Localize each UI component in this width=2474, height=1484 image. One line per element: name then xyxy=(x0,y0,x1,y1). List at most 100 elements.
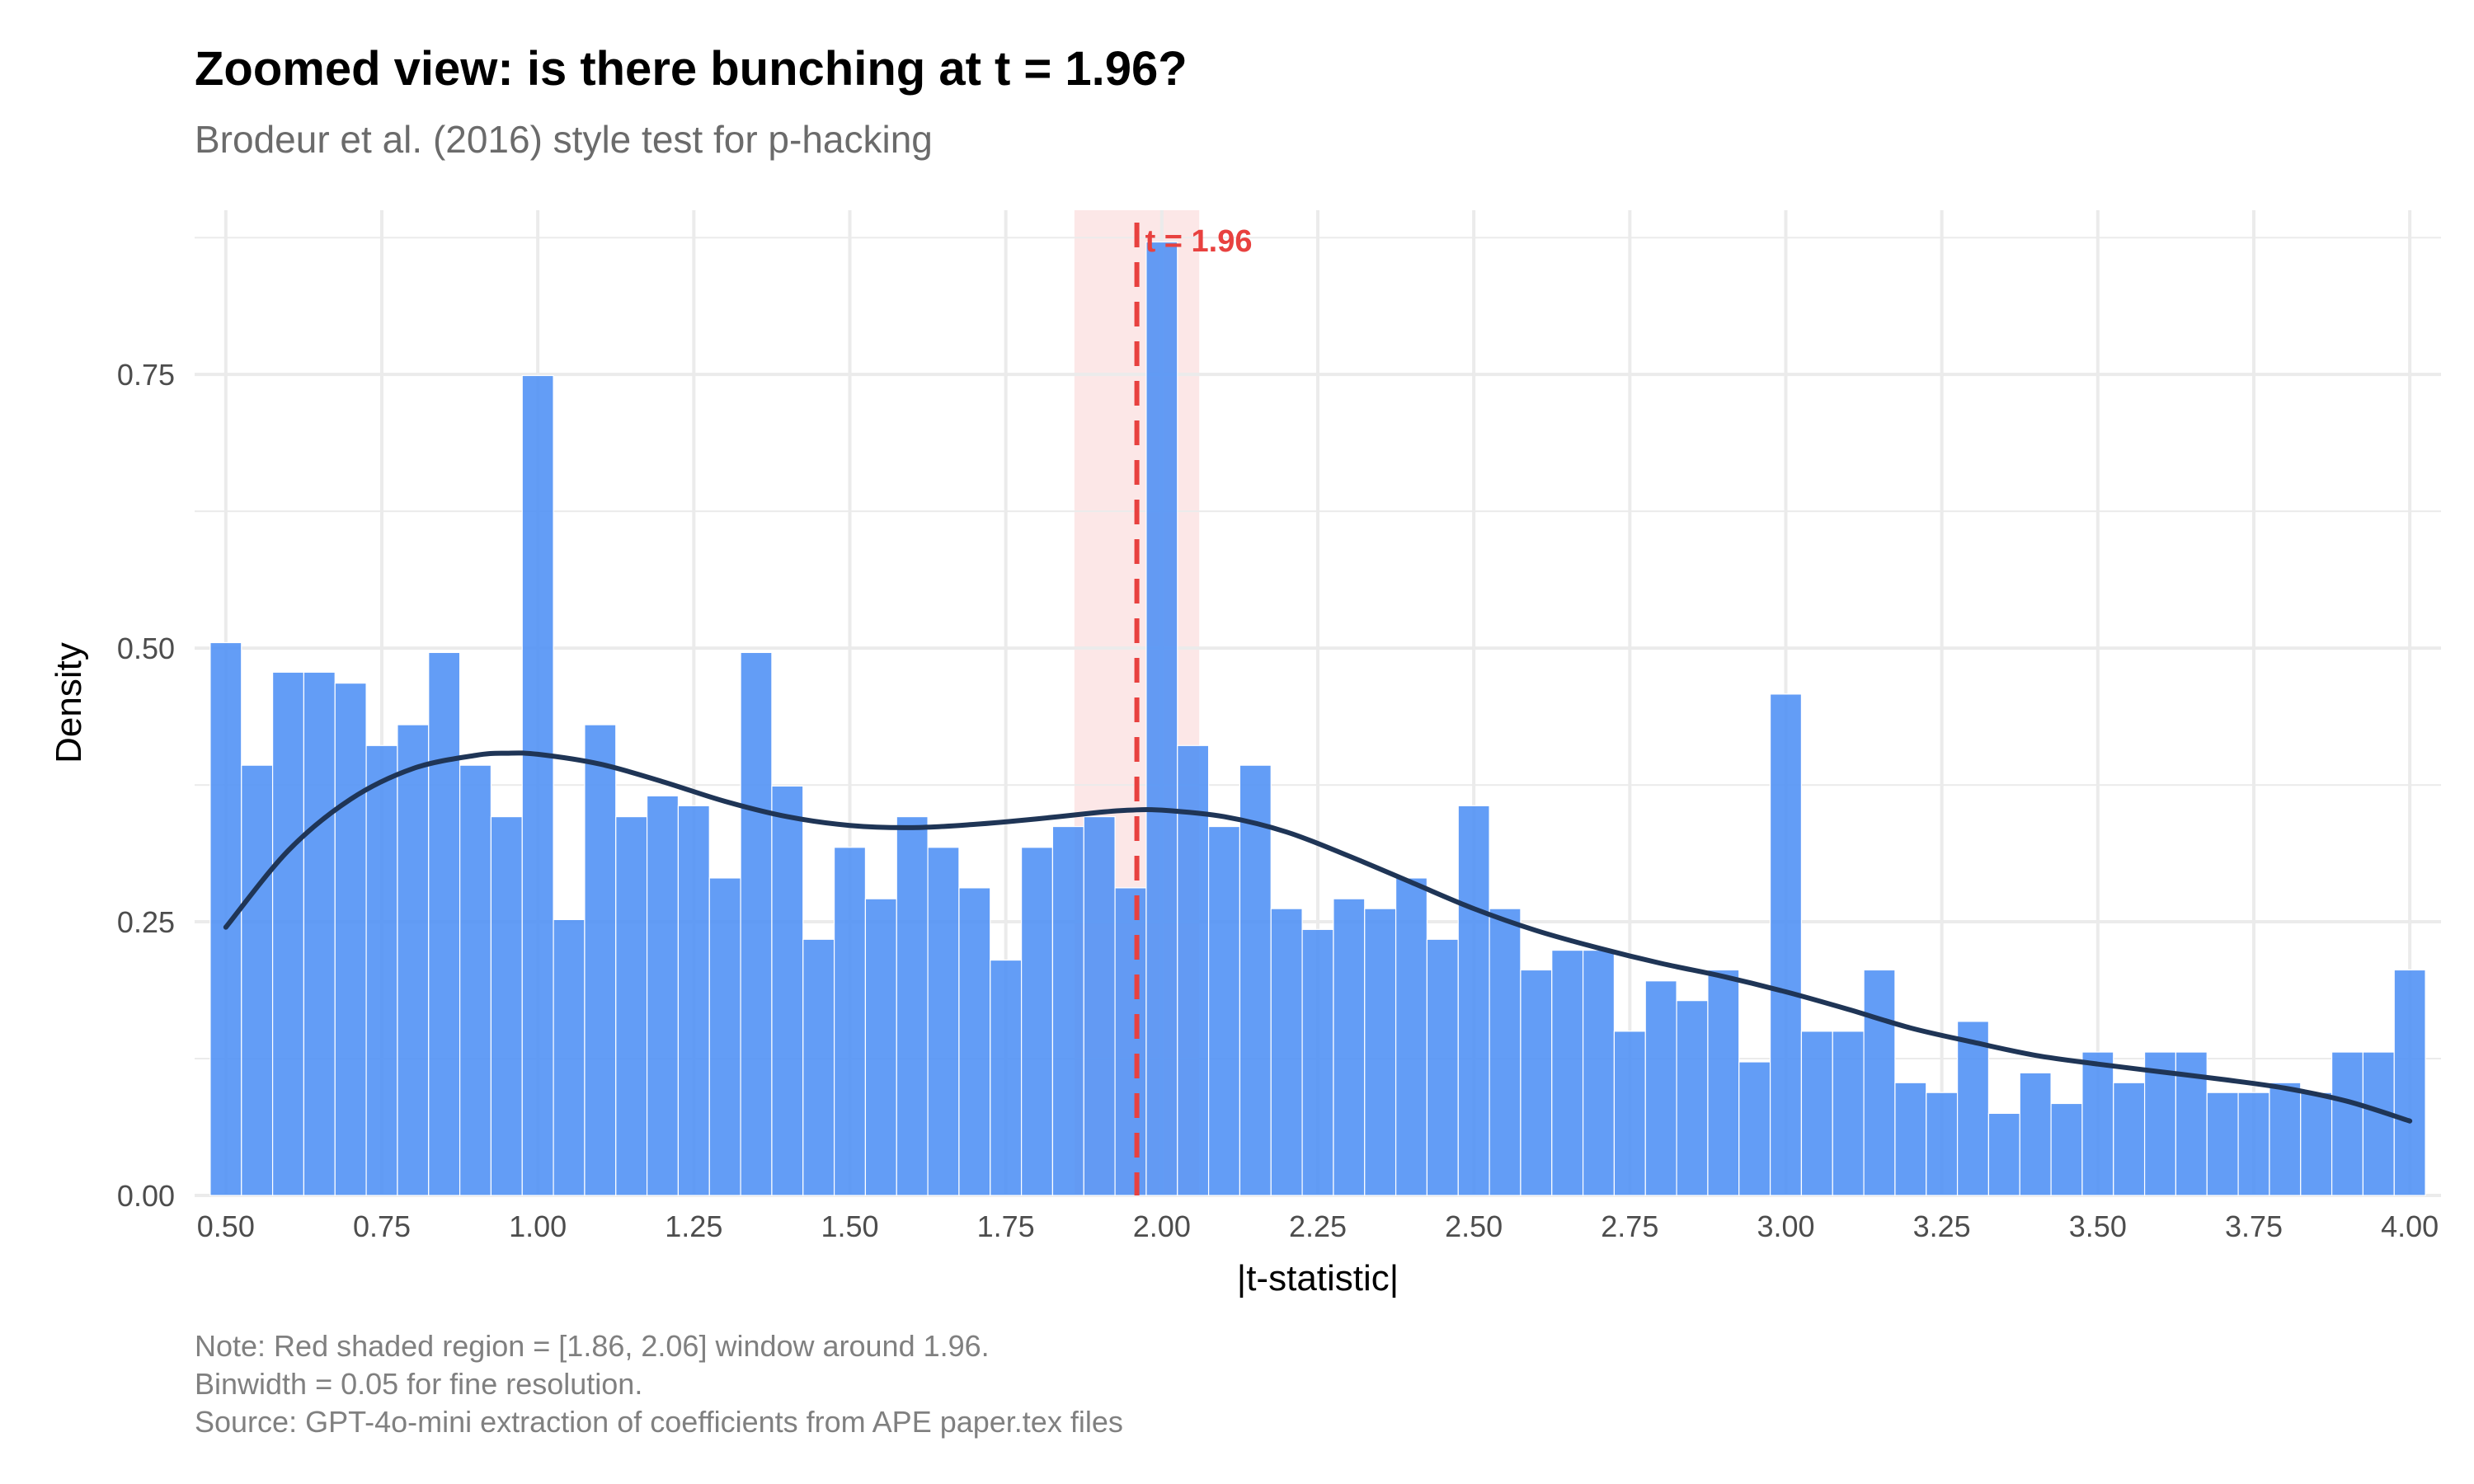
histogram-bar xyxy=(1083,815,1116,1196)
x-tick-label: 3.50 xyxy=(2069,1209,2127,1243)
histogram-bar xyxy=(241,764,274,1196)
histogram-bar xyxy=(1894,1082,1927,1196)
histogram-bar xyxy=(1707,969,1740,1196)
histogram-bar xyxy=(1426,938,1459,1196)
histogram-bar xyxy=(1956,1021,1990,1196)
note-line-shading: Note: Red shaded region = [1.86, 2.06] w… xyxy=(195,1329,990,1363)
histogram-bar xyxy=(1020,847,1054,1196)
histogram-bar xyxy=(1520,969,1553,1196)
x-tick-label: 1.25 xyxy=(665,1209,722,1243)
histogram-bar xyxy=(2206,1092,2239,1196)
histogram-bar xyxy=(2019,1072,2052,1196)
x-tick-label: 2.75 xyxy=(1601,1209,1658,1243)
histogram-bar xyxy=(833,847,867,1196)
histogram-bar xyxy=(2300,1092,2333,1196)
histogram-bar xyxy=(2143,1051,2177,1196)
histogram-bar xyxy=(615,815,648,1196)
histogram-bar xyxy=(2237,1092,2270,1196)
x-tick-label: 1.50 xyxy=(821,1209,878,1243)
histogram-bar xyxy=(1863,969,1896,1196)
histogram-bar xyxy=(2050,1102,2083,1196)
histogram-bar xyxy=(1582,949,1616,1196)
x-tick-label: 3.25 xyxy=(1913,1209,1971,1243)
curve-layer xyxy=(223,750,2413,1124)
histogram-bar xyxy=(271,671,305,1196)
histogram-bar xyxy=(1270,908,1303,1196)
x-tick-label: 2.25 xyxy=(1289,1209,1347,1243)
threshold-layer: t = 1.96 xyxy=(1134,223,1253,1195)
y-tick-label: 0.75 xyxy=(117,358,175,392)
histogram-bar xyxy=(1114,887,1147,1196)
histogram-bar xyxy=(2081,1051,2114,1196)
x-tick-label: 1.00 xyxy=(509,1209,567,1243)
histogram-bar xyxy=(2362,1051,2395,1196)
histogram-bar xyxy=(584,724,617,1196)
x-tick-label: 3.75 xyxy=(2225,1209,2283,1243)
histogram-bar xyxy=(1738,1061,1771,1196)
histogram-bar xyxy=(1489,908,1522,1196)
histogram-bar xyxy=(2331,1051,2364,1196)
chart-title: Zoomed view: is there bunching at t = 1.… xyxy=(195,42,1188,96)
x-tick-label: 0.50 xyxy=(197,1209,255,1243)
bar-layer xyxy=(209,241,2426,1196)
histogram-bar xyxy=(303,671,336,1196)
histogram-bar xyxy=(958,887,991,1196)
histogram-bar xyxy=(1613,1031,1646,1196)
histogram-bar xyxy=(1832,1031,1865,1196)
histogram-bar xyxy=(1239,764,1272,1196)
histogram-bar xyxy=(459,764,492,1196)
histogram-bar xyxy=(209,641,242,1196)
histogram-bar xyxy=(397,724,430,1196)
x-tick-label: 0.75 xyxy=(353,1209,411,1243)
histogram-bar xyxy=(1395,877,1428,1196)
histogram-bar xyxy=(1800,1031,1833,1196)
histogram-bar xyxy=(521,374,554,1196)
histogram-bar xyxy=(553,918,586,1196)
histogram-bar xyxy=(708,877,741,1196)
y-axis-title: Density xyxy=(49,642,89,763)
histogram-bar xyxy=(1551,949,1584,1196)
histogram-bar xyxy=(1333,898,1366,1196)
note-line-source: Source: GPT-4o-mini extraction of coeffi… xyxy=(195,1405,1123,1439)
histogram-bar xyxy=(677,805,710,1196)
histogram-bar xyxy=(1644,980,1677,1196)
axis-layer: 0.50 0.75 1.00 1.25 1.50 1.75 2.00 2.25 2.50 2.75… xyxy=(49,358,2439,1298)
histogram-bar xyxy=(1145,241,1178,1196)
x-tick-label: 1.75 xyxy=(977,1209,1035,1243)
histogram-bar xyxy=(334,682,367,1196)
histogram-bar xyxy=(771,785,804,1196)
chart-notes: Note: Red shaded region = [1.86, 2.06] w… xyxy=(195,1327,1123,1441)
histogram-bar xyxy=(1769,693,1803,1196)
histogram-bar xyxy=(1177,744,1210,1196)
histogram-bar xyxy=(927,847,960,1196)
histogram-bar xyxy=(740,651,773,1196)
histogram-bar xyxy=(428,651,461,1196)
histogram-bar xyxy=(1926,1092,1959,1196)
histogram-bar xyxy=(1207,825,1241,1196)
chart-subtitle: Brodeur et al. (2016) style test for p-h… xyxy=(195,118,933,161)
histogram-bar xyxy=(1987,1112,2020,1196)
histogram-bar xyxy=(896,815,929,1196)
x-axis-title: |t-statistic| xyxy=(1237,1258,1399,1298)
x-tick-label: 2.50 xyxy=(1445,1209,1503,1243)
note-line-binwidth: Binwidth = 0.05 for fine resolution. xyxy=(195,1367,643,1401)
histogram-bar xyxy=(802,938,835,1196)
histogram-bar xyxy=(646,795,680,1196)
y-tick-label: 0.00 xyxy=(117,1179,175,1213)
histogram-bar xyxy=(1051,825,1084,1196)
histogram-bar xyxy=(990,959,1023,1196)
histogram-bar xyxy=(2393,969,2426,1196)
histogram-bar xyxy=(365,744,398,1196)
histogram-bar xyxy=(2269,1082,2302,1196)
histogram-bar xyxy=(2113,1082,2146,1196)
histogram-bar xyxy=(1457,805,1490,1196)
density-curve xyxy=(223,750,2413,1124)
histogram-bar xyxy=(490,815,523,1196)
histogram-bar xyxy=(1676,1000,1709,1196)
histogram-bar xyxy=(1301,928,1334,1196)
threshold-label: t = 1.96 xyxy=(1145,224,1253,259)
x-tick-label: 2.00 xyxy=(1133,1209,1191,1243)
y-tick-label: 0.25 xyxy=(117,905,175,939)
histogram-bar xyxy=(1364,908,1397,1196)
